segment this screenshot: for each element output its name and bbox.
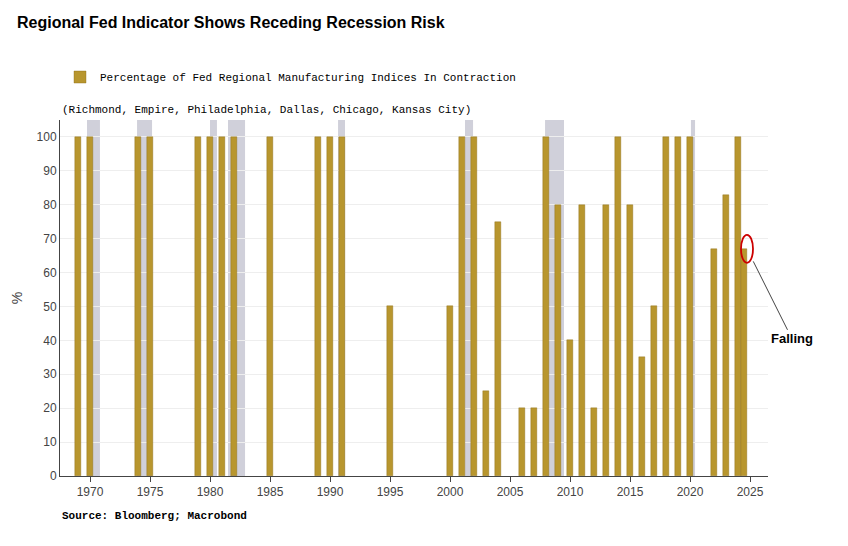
svg-text:1995: 1995 (377, 485, 404, 499)
svg-text:10: 10 (43, 435, 57, 449)
svg-text:80: 80 (43, 198, 57, 212)
svg-text:1975: 1975 (137, 485, 164, 499)
svg-text:Falling: Falling (771, 331, 813, 346)
svg-text:2000: 2000 (437, 485, 464, 499)
svg-text:%: % (9, 292, 25, 304)
svg-text:1985: 1985 (257, 485, 284, 499)
svg-text:0: 0 (50, 469, 57, 483)
svg-text:Percentage of Fed Regional Man: Percentage of Fed Regional Manufacturing… (100, 72, 516, 84)
svg-text:60: 60 (43, 266, 57, 280)
svg-text:2005: 2005 (497, 485, 524, 499)
svg-text:30: 30 (43, 367, 57, 381)
svg-text:40: 40 (43, 334, 57, 348)
svg-text:100: 100 (37, 130, 57, 144)
svg-text:(Richmond, Empire, Philadelphi: (Richmond, Empire, Philadelphia, Dallas,… (62, 104, 471, 116)
svg-text:2015: 2015 (617, 485, 644, 499)
svg-text:1990: 1990 (317, 485, 344, 499)
svg-text:2010: 2010 (557, 485, 584, 499)
svg-text:70: 70 (43, 232, 57, 246)
svg-text:Regional Fed Indicator Shows R: Regional Fed Indicator Shows Receding Re… (17, 14, 445, 31)
svg-text:50: 50 (43, 300, 57, 314)
svg-text:90: 90 (43, 164, 57, 178)
svg-text:20: 20 (43, 401, 57, 415)
svg-text:2025: 2025 (737, 485, 764, 499)
svg-text:1980: 1980 (197, 485, 224, 499)
svg-text:Source: Bloomberg; Macrobond: Source: Bloomberg; Macrobond (62, 510, 247, 522)
svg-text:1970: 1970 (77, 485, 104, 499)
svg-text:2020: 2020 (677, 485, 704, 499)
